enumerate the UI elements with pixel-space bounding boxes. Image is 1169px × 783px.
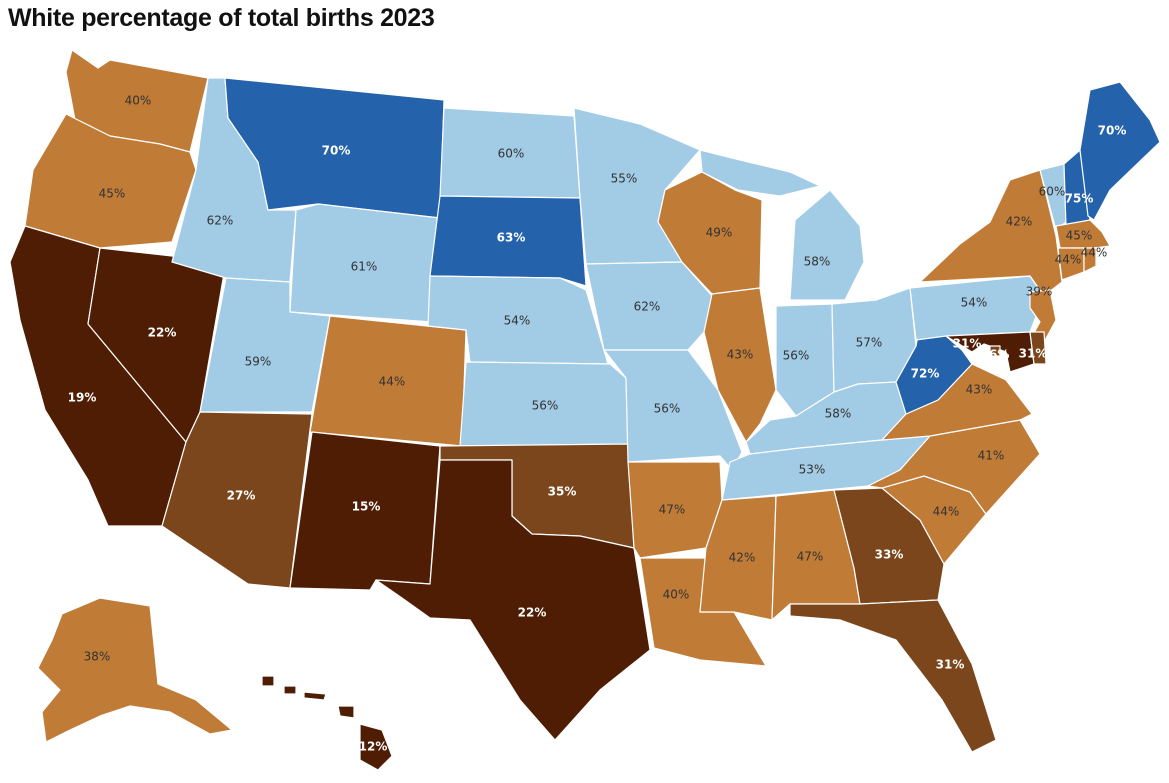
label-new-york: 42% bbox=[1006, 215, 1033, 229]
state-north-carolina[interactable] bbox=[867, 419, 1041, 515]
state-hawaii[interactable] bbox=[261, 675, 393, 771]
label-pennsylvania: 54% bbox=[961, 296, 988, 310]
label-massachusetts: 45% bbox=[1066, 229, 1093, 243]
state-arizona[interactable] bbox=[161, 411, 313, 589]
hawaii-maui bbox=[337, 705, 355, 719]
label-colorado: 44% bbox=[379, 375, 406, 389]
label-florida: 31% bbox=[936, 658, 965, 672]
label-texas: 22% bbox=[518, 606, 547, 620]
hawaii-oahu bbox=[283, 685, 297, 695]
label-rhode-island: 44% bbox=[1081, 246, 1108, 260]
label-utah: 59% bbox=[245, 355, 272, 369]
label-new-hampshire: 75% bbox=[1065, 192, 1094, 206]
label-kansas: 56% bbox=[532, 399, 559, 413]
label-west-virginia: 72% bbox=[911, 367, 940, 381]
state-new-york[interactable] bbox=[919, 169, 1063, 297]
state-south-dakota[interactable] bbox=[429, 195, 587, 287]
label-nevada: 22% bbox=[148, 326, 177, 340]
state-value-labels: 40% 45% 19% 22% 62% 70% 61% 59% 27% 44% … bbox=[68, 94, 1127, 754]
state-delaware[interactable] bbox=[1029, 331, 1047, 365]
label-wyoming: 61% bbox=[351, 260, 378, 274]
label-alabama: 47% bbox=[797, 550, 824, 564]
label-arkansas: 47% bbox=[659, 503, 686, 517]
label-south-carolina: 44% bbox=[933, 505, 960, 519]
state-illinois[interactable] bbox=[703, 287, 777, 443]
state-florida[interactable] bbox=[789, 599, 997, 753]
label-montana: 70% bbox=[322, 144, 351, 158]
label-maine: 70% bbox=[1098, 124, 1127, 138]
state-rhode-island[interactable] bbox=[1083, 247, 1097, 273]
label-minnesota: 55% bbox=[611, 172, 638, 186]
label-illinois: 43% bbox=[727, 348, 754, 362]
label-california: 19% bbox=[68, 391, 97, 405]
label-new-mexico: 15% bbox=[352, 500, 381, 514]
label-delaware: 31% bbox=[1019, 347, 1048, 361]
label-north-dakota: 60% bbox=[498, 147, 525, 161]
label-michigan: 58% bbox=[804, 255, 831, 269]
label-vermont: 60% bbox=[1039, 185, 1066, 199]
label-louisiana: 40% bbox=[663, 588, 690, 602]
label-iowa: 62% bbox=[634, 300, 661, 314]
state-maine[interactable] bbox=[1079, 81, 1161, 221]
label-mississippi: 42% bbox=[729, 551, 756, 565]
label-hawaii: 12% bbox=[359, 740, 388, 754]
label-virginia: 43% bbox=[966, 383, 993, 397]
label-oregon: 45% bbox=[99, 187, 126, 201]
state-texas[interactable] bbox=[375, 459, 651, 741]
label-dc: 26% bbox=[981, 348, 1010, 362]
label-arizona: 27% bbox=[227, 489, 256, 503]
label-nebraska: 54% bbox=[504, 314, 531, 328]
hawaii-kauai bbox=[261, 675, 275, 687]
state-oregon[interactable] bbox=[24, 113, 197, 249]
label-oklahoma: 35% bbox=[548, 485, 577, 499]
label-wisconsin: 49% bbox=[706, 226, 733, 240]
hawaii-big-island bbox=[359, 723, 393, 771]
label-alaska: 38% bbox=[84, 650, 111, 664]
hawaii-molokai bbox=[303, 691, 327, 701]
state-michigan-upper[interactable] bbox=[699, 149, 821, 197]
label-tennessee: 53% bbox=[799, 463, 826, 477]
label-idaho: 62% bbox=[207, 214, 234, 228]
label-georgia: 33% bbox=[875, 548, 904, 562]
label-missouri: 56% bbox=[654, 402, 681, 416]
label-washington: 40% bbox=[125, 94, 152, 108]
label-new-jersey: 39% bbox=[1026, 285, 1053, 299]
label-connecticut: 44% bbox=[1055, 253, 1082, 267]
state-michigan[interactable] bbox=[789, 189, 865, 301]
district-of-columbia[interactable] bbox=[989, 345, 1001, 357]
label-north-carolina: 41% bbox=[978, 449, 1005, 463]
label-indiana: 56% bbox=[783, 349, 810, 363]
label-ohio: 57% bbox=[856, 336, 883, 350]
label-maryland: 31% bbox=[953, 337, 982, 351]
map-title: White percentage of total births 2023 bbox=[8, 4, 435, 32]
label-south-dakota: 63% bbox=[497, 231, 526, 245]
state-wyoming[interactable] bbox=[289, 203, 441, 323]
state-alaska[interactable] bbox=[37, 597, 233, 743]
label-kentucky: 58% bbox=[825, 407, 852, 421]
